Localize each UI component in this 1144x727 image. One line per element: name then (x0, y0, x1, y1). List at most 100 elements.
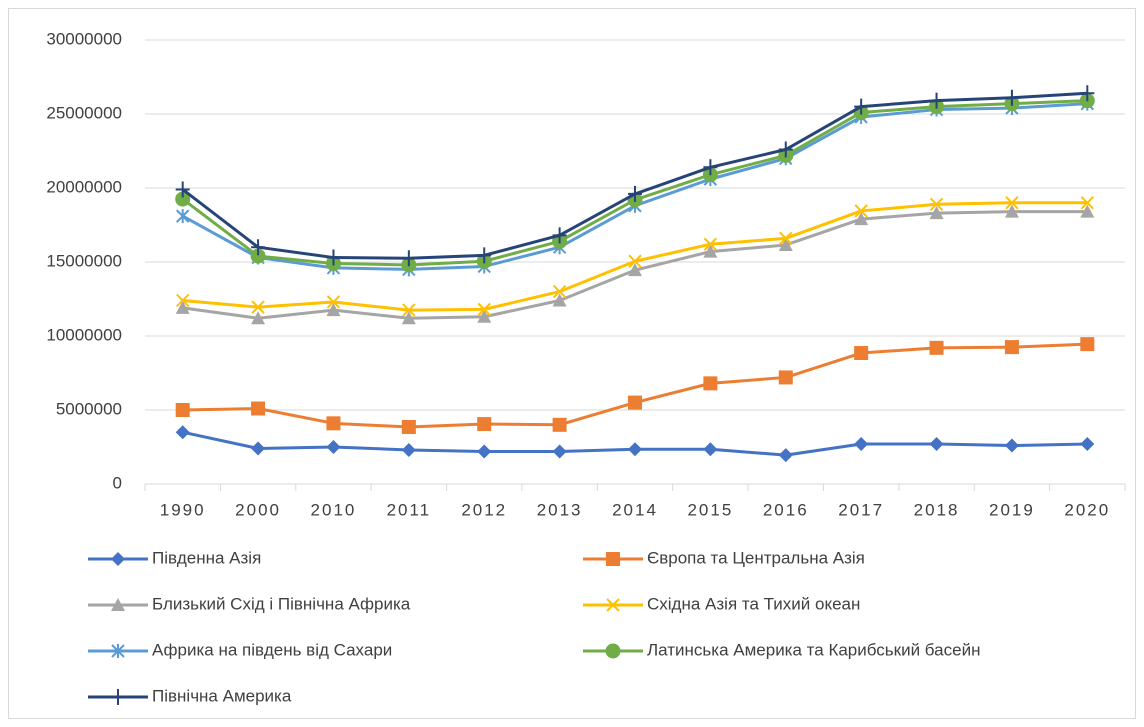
marker (552, 284, 567, 299)
marker (401, 311, 416, 325)
x-tick-label: 2000 (235, 500, 281, 519)
legend-label: Східна Азія та Тихий океан (647, 594, 860, 613)
x-tick-label: 2016 (763, 500, 809, 519)
y-tick-label: 5000000 (56, 399, 122, 418)
marker (477, 247, 492, 264)
marker (929, 340, 944, 355)
marker (251, 311, 266, 325)
marker (778, 448, 793, 463)
marker (854, 98, 869, 115)
marker (628, 442, 642, 457)
x-tick-label: 2015 (687, 500, 733, 519)
marker (175, 293, 190, 308)
marker (605, 643, 621, 659)
marker (401, 250, 416, 267)
marker (326, 440, 341, 454)
marker (778, 370, 793, 385)
marker (175, 403, 190, 417)
marker (326, 416, 341, 431)
series (175, 196, 1095, 317)
marker (1080, 337, 1095, 352)
marker (175, 425, 190, 440)
marker (251, 401, 266, 416)
legend-label: Північна Америка (152, 686, 292, 705)
marker (778, 237, 793, 251)
marker (477, 444, 492, 459)
marker (1004, 340, 1019, 355)
marker (1004, 89, 1019, 106)
marker (1004, 438, 1019, 453)
marker (477, 309, 492, 323)
marker (854, 346, 869, 361)
marker (703, 244, 718, 258)
y-tick-label: 0 (113, 473, 122, 492)
x-tick-label: 2017 (838, 500, 884, 519)
marker (477, 417, 492, 432)
marker (703, 442, 718, 457)
legend-label: Африка на південь від Сахари (152, 640, 392, 659)
series (175, 425, 1095, 463)
marker (552, 293, 567, 307)
marker (111, 552, 125, 566)
marker (1080, 437, 1095, 452)
marker (703, 376, 718, 391)
legend-label: Європа та Центральна Азія (647, 548, 865, 567)
marker (1004, 204, 1019, 218)
marker (477, 302, 491, 317)
series (175, 85, 1095, 267)
marker (929, 197, 944, 211)
x-tick-label: 2012 (461, 500, 507, 519)
marker (552, 444, 567, 459)
marker (703, 159, 718, 176)
series (175, 337, 1095, 435)
x-tick-label: 2018 (914, 500, 960, 519)
marker (778, 141, 793, 158)
marker (1080, 196, 1095, 210)
y-tick-label: 20000000 (46, 177, 122, 196)
y-tick-label: 25000000 (46, 103, 122, 122)
marker (628, 395, 642, 410)
marker (175, 300, 190, 314)
marker (111, 598, 125, 611)
x-tick-label: 2011 (387, 500, 432, 519)
marker (606, 598, 620, 612)
marker (779, 231, 793, 246)
marker (175, 209, 190, 224)
x-tick-label: 2010 (311, 500, 357, 519)
marker (703, 237, 718, 251)
legend-label: Латинська Америка та Карибський басейн (647, 640, 980, 659)
marker (326, 295, 341, 309)
legend-label: Близький Схід і Північна Африка (152, 594, 411, 613)
marker (1005, 196, 1019, 210)
y-tick-label: 30000000 (46, 29, 122, 48)
chart-border (8, 8, 1136, 719)
marker (251, 441, 266, 456)
marker (628, 185, 642, 202)
x-tick-label: 1990 (160, 500, 206, 519)
marker (402, 303, 416, 317)
marker (1080, 204, 1095, 218)
x-tick-label: 2019 (989, 500, 1035, 519)
marker (326, 249, 341, 266)
x-tick-label: 2013 (537, 500, 583, 519)
legend-label: Південна Азія (152, 548, 261, 567)
marker (251, 300, 265, 314)
marker (251, 239, 266, 256)
marker (606, 552, 620, 566)
marker (628, 263, 642, 277)
marker (929, 437, 944, 452)
x-tick-label: 2020 (1064, 500, 1110, 519)
marker (401, 420, 416, 435)
y-tick-label: 15000000 (46, 251, 122, 270)
marker (854, 437, 869, 452)
marker (552, 417, 567, 432)
marker (326, 303, 341, 317)
x-tick-label: 2014 (612, 500, 658, 519)
marker (175, 191, 191, 207)
y-tick-label: 10000000 (46, 325, 122, 344)
marker (111, 644, 125, 658)
marker (111, 689, 125, 705)
series (175, 204, 1095, 325)
marker (929, 92, 944, 109)
